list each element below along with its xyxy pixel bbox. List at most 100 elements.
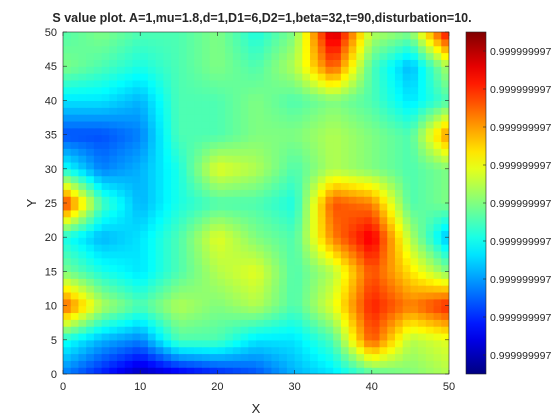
- heatmap-cell: [147, 38, 157, 47]
- heatmap-cell: [186, 86, 195, 95]
- heatmap-cell: [317, 52, 327, 60]
- heatmap-cell: [117, 127, 126, 136]
- heatmap-cell: [86, 285, 95, 293]
- heatmap-cell: [155, 271, 164, 279]
- heatmap-cell: [240, 38, 249, 47]
- heatmap-cell: [178, 127, 188, 136]
- heatmap-cell: [117, 264, 126, 272]
- heatmap-cell: [109, 52, 118, 60]
- heatmap-cell: [410, 291, 419, 300]
- heatmap-cell: [248, 52, 257, 60]
- colorbar-ticks: 0.9999999970.9999999970.9999999970.99999…: [483, 46, 551, 362]
- heatmap-cell: [140, 203, 149, 211]
- heatmap-cell: [209, 148, 218, 156]
- heatmap-cell: [410, 278, 419, 286]
- heatmap-cell: [194, 305, 203, 314]
- heatmap-cell: [140, 360, 149, 368]
- heatmap-cell: [86, 353, 95, 361]
- x-tick-label: 20: [211, 381, 223, 393]
- heatmap-cell: [371, 203, 381, 211]
- heatmap-cell: [63, 175, 72, 184]
- heatmap-cell: [387, 134, 396, 143]
- heatmap-cell: [286, 250, 296, 259]
- heatmap-cell: [348, 175, 357, 184]
- heatmap-cell: [124, 278, 134, 286]
- heatmap-cell: [163, 182, 172, 190]
- heatmap-cell: [394, 237, 404, 245]
- heatmap-cell: [93, 319, 103, 327]
- heatmap-cell: [433, 182, 442, 190]
- heatmap-cell: [379, 257, 388, 266]
- heatmap-cell: [271, 45, 280, 54]
- heatmap-cell: [279, 182, 288, 190]
- heatmap-cell: [86, 189, 95, 197]
- heatmap-cell: [232, 285, 242, 293]
- heatmap-cell: [348, 86, 357, 95]
- heatmap-cell: [387, 196, 396, 204]
- heatmap-cell: [317, 196, 327, 204]
- heatmap-cell: [248, 107, 257, 115]
- heatmap-cell: [217, 93, 226, 101]
- heatmap-cell: [194, 346, 203, 355]
- heatmap-cell: [371, 271, 381, 279]
- heatmap-cell: [394, 189, 404, 197]
- heatmap-cell: [279, 196, 288, 204]
- heatmap-cell: [271, 291, 280, 300]
- heatmap-cell: [78, 291, 87, 300]
- heatmap-cell: [325, 285, 334, 293]
- heatmap-cell: [356, 127, 365, 136]
- heatmap-cell: [155, 216, 164, 225]
- heatmap-cell: [317, 257, 327, 266]
- heatmap-cell: [232, 32, 242, 40]
- heatmap-cell: [78, 264, 87, 272]
- heatmap-cell: [379, 326, 388, 334]
- heatmap-cell: [356, 332, 365, 341]
- heatmap-cell: [63, 353, 72, 361]
- heatmap-cell: [379, 168, 388, 177]
- heatmap-cell: [364, 59, 373, 67]
- heatmap-cell: [387, 257, 396, 266]
- heatmap-cell: [294, 155, 303, 163]
- heatmap-cell: [425, 66, 435, 74]
- heatmap-cell: [101, 73, 110, 81]
- heatmap-cell: [294, 353, 303, 361]
- heatmap-cell: [340, 86, 350, 95]
- heatmap-cell: [387, 175, 396, 184]
- heatmap-cell: [86, 38, 95, 47]
- heatmap-cell: [163, 52, 172, 60]
- heatmap-cell: [364, 367, 373, 374]
- heatmap-cell: [194, 244, 203, 252]
- heatmap-cell: [124, 360, 134, 368]
- heatmap-cell: [356, 52, 365, 60]
- heatmap-cell: [371, 32, 381, 40]
- heatmap-cell: [178, 38, 188, 47]
- heatmap-cell: [86, 196, 95, 204]
- heatmap-cell: [171, 312, 180, 320]
- heatmap-cell: [93, 203, 103, 211]
- heatmap-cell: [86, 216, 95, 225]
- heatmap-cell: [348, 257, 357, 266]
- heatmap-cell: [371, 148, 381, 156]
- heatmap-cell: [70, 59, 80, 67]
- heatmap-cell: [209, 141, 218, 149]
- heatmap-cell: [217, 326, 226, 334]
- heatmap-cell: [394, 66, 404, 74]
- heatmap-cell: [441, 216, 449, 225]
- heatmap-cell: [371, 312, 381, 320]
- heatmap-cell: [240, 298, 249, 307]
- heatmap-cell: [418, 346, 427, 355]
- heatmap-cell: [379, 216, 388, 225]
- heatmap-cell: [132, 182, 141, 190]
- heatmap-cell: [132, 175, 141, 184]
- heatmap-cell: [379, 312, 388, 320]
- heatmap-cell: [209, 86, 218, 95]
- heatmap-cell: [294, 66, 303, 74]
- heatmap-cell: [371, 79, 381, 88]
- heatmap-cell: [232, 305, 242, 314]
- heatmap-cell: [225, 346, 234, 355]
- heatmap-cell: [93, 93, 103, 101]
- heatmap-cell: [124, 332, 134, 341]
- heatmap-cell: [70, 257, 80, 266]
- heatmap-cell: [418, 141, 427, 149]
- heatmap-cell: [263, 346, 273, 355]
